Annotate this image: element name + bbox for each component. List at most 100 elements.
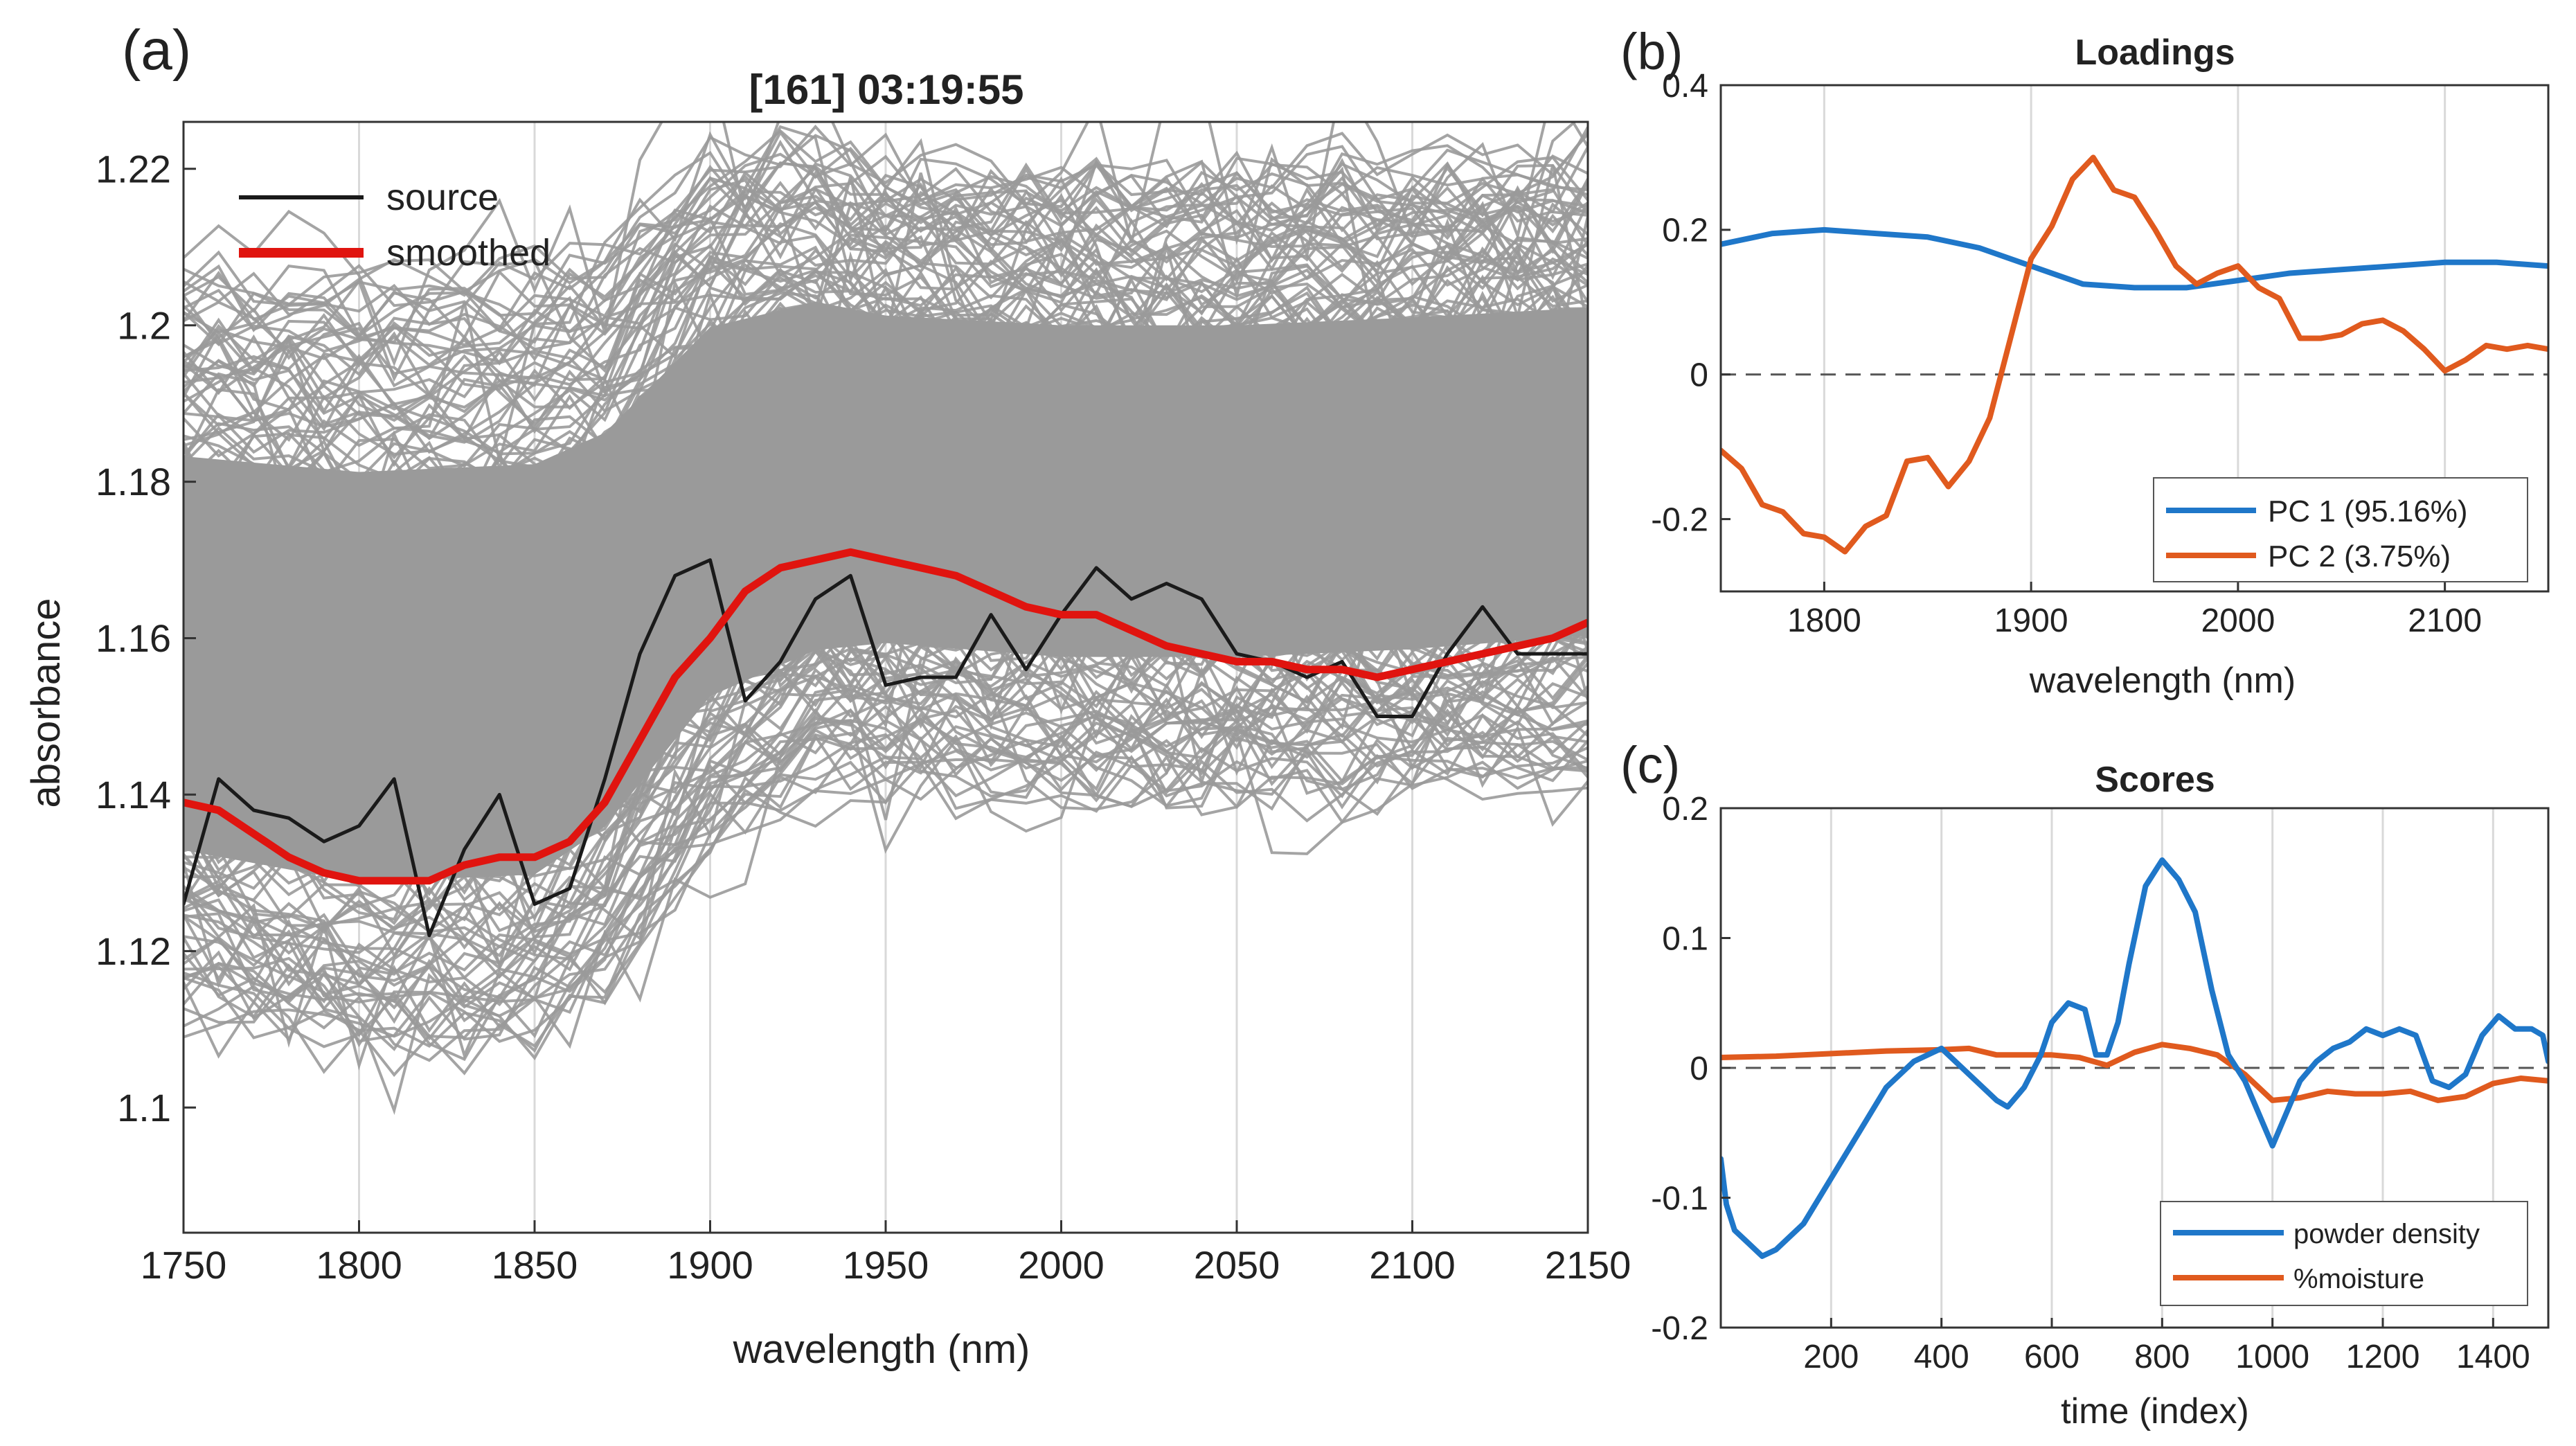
x-tick-label: 1200 [2346,1339,2420,1375]
legend-label-powder-density: powder density [2293,1219,2480,1249]
spectrum-trace [184,170,1588,391]
chart-c-xlabel: time (index) [2061,1391,2249,1431]
spectrum-trace [184,657,1588,982]
spectrum-trace [184,126,1588,326]
chart-b-x-ticks: 1800 1900 2000 2100 [1787,582,2482,639]
spectrum-trace [184,742,1588,1062]
spectrum-trace [184,656,1588,970]
chart-a-legend: source smoothed [239,177,551,274]
x-tick-label: 2100 [1369,1243,1456,1287]
spectrum-trace [184,234,1588,467]
x-tick-label: 800 [2134,1339,2190,1375]
spectrum-trace [184,143,1588,316]
legend-label-pc1: PC 1 (95.16%) [2268,494,2468,528]
x-tick-label: 1850 [492,1243,578,1287]
y-tick-label: 1.14 [96,773,171,816]
series-pc2 [1721,154,2548,555]
x-tick-label: 1800 [1787,602,1861,639]
x-tick-label: 1000 [2235,1339,2309,1375]
chart-a-y-ticks: 1.1 1.12 1.14 1.16 1.18 1.2 1.22 [96,147,196,1130]
chart-a-ylabel: absorbance [24,598,69,807]
legend-label-source: source [386,177,499,218]
chart-a-xlabel: wavelength (nm) [733,1327,1030,1372]
chart-c-title: Scores [2095,760,2215,800]
x-tick-label: 400 [1914,1339,1969,1375]
series-powder-density [1721,857,2548,1259]
x-tick-label: 2100 [2408,602,2482,639]
spectrum-trace [184,704,1588,1048]
panel-label-a: (a) [122,19,191,82]
spectrum-trace [184,161,1588,368]
chart-c-x-ticks: 200 400 600 800 1000 1200 1400 [1803,1318,2530,1375]
spectrum-trace [184,700,1588,1037]
chart-c-y-ticks: -0.2 -0.1 0 0.1 0.2 [1651,791,1730,1347]
x-tick-label: 1750 [141,1243,227,1287]
spectrum-trace [184,677,1588,1010]
spectrum-trace [184,122,1588,367]
spectrum-trace [184,222,1588,444]
chart-a-x-ticks: 1750 1800 1850 1900 1950 2000 2050 2100 2150 [141,1220,1631,1287]
y-tick-label: 1.12 [96,929,171,973]
spectrum-trace [184,731,1588,1051]
spectrum-trace [184,125,1588,317]
chart-c-series [1721,857,2548,1259]
spectra-dense-core [184,301,1588,883]
spectrum-trace [184,641,1588,1071]
chart-c-gridlines [1721,808,2548,1328]
x-tick-label: 1950 [843,1243,929,1287]
y-tick-label: 0.1 [1662,920,1708,957]
series-smoothed [184,548,1588,885]
x-tick-label: 200 [1803,1339,1859,1375]
x-tick-label: 1900 [1994,602,2068,639]
y-tick-label: 1.22 [96,147,171,190]
y-tick-label: 1.2 [117,303,171,347]
chart-a-series [184,548,1588,938]
series-pc1 [1721,226,2548,291]
y-tick-label: 0.2 [1662,213,1708,249]
spectrum-trace [184,154,1588,334]
chart-b-legend-box [2153,477,2528,582]
panel-label-b: (b) [1620,23,1683,80]
y-tick-label: 0 [1690,357,1708,394]
x-tick-label: 1800 [316,1243,402,1287]
panel-label-c: (c) [1620,736,1680,794]
y-tick-label: 1.16 [96,616,171,660]
y-tick-label: 1.1 [117,1086,171,1130]
x-tick-label: 1900 [667,1243,753,1287]
chart-a-title: [161] 03:19:55 [749,66,1024,113]
y-tick-label: 0.2 [1662,791,1708,828]
chart-b-axes-box [1719,84,2550,593]
legend-label-pc2: PC 2 (3.75%) [2268,539,2451,573]
x-tick-label: 1400 [2456,1339,2530,1375]
chart-c-legend-box [2160,1201,2528,1306]
spectrum-trace [184,178,1588,387]
legend-label-moisture: %moisture [2293,1264,2424,1294]
x-tick-label: 2150 [1545,1243,1631,1287]
scores-panel: Scores time (index) 200 400 600 800 1000 1200… [1651,760,2550,1431]
spectrum-trace [184,242,1588,454]
x-tick-label: 600 [2024,1339,2079,1375]
loadings-panel: Loadings wavelength (nm) 1800 1900 2000 210… [1651,33,2550,701]
chart-b-xlabel: wavelength (nm) [2029,661,2296,701]
y-tick-label: -0.2 [1651,501,1708,538]
spectra-panel: [161] 03:19:55 wavelength (nm) absorbanc… [24,66,1631,1372]
spectrum-trace [184,178,1588,388]
x-tick-label: 2000 [2201,602,2275,639]
x-tick-label: 2000 [1018,1243,1104,1287]
x-tick-label: 2050 [1194,1243,1280,1287]
y-tick-label: 1.18 [96,460,171,503]
y-tick-label: 0.4 [1662,68,1708,105]
spectrum-trace [184,697,1588,1007]
chart-b-title: Loadings [2075,33,2235,73]
chart-b-y-ticks: -0.2 0 0.2 0.4 [1651,68,1730,538]
spectrum-trace [184,168,1588,362]
chart-b-legend: PC 1 (95.16%) PC 2 (3.75%) [2153,477,2528,582]
y-tick-label: -0.2 [1651,1310,1708,1347]
chart-a-spectra-band [184,122,1588,1115]
spectrum-trace [184,246,1588,470]
y-tick-label: 0 [1690,1051,1708,1087]
y-tick-label: -0.1 [1651,1180,1708,1217]
chart-b-series [1721,154,2548,555]
legend-label-smoothed: smoothed [386,232,551,274]
